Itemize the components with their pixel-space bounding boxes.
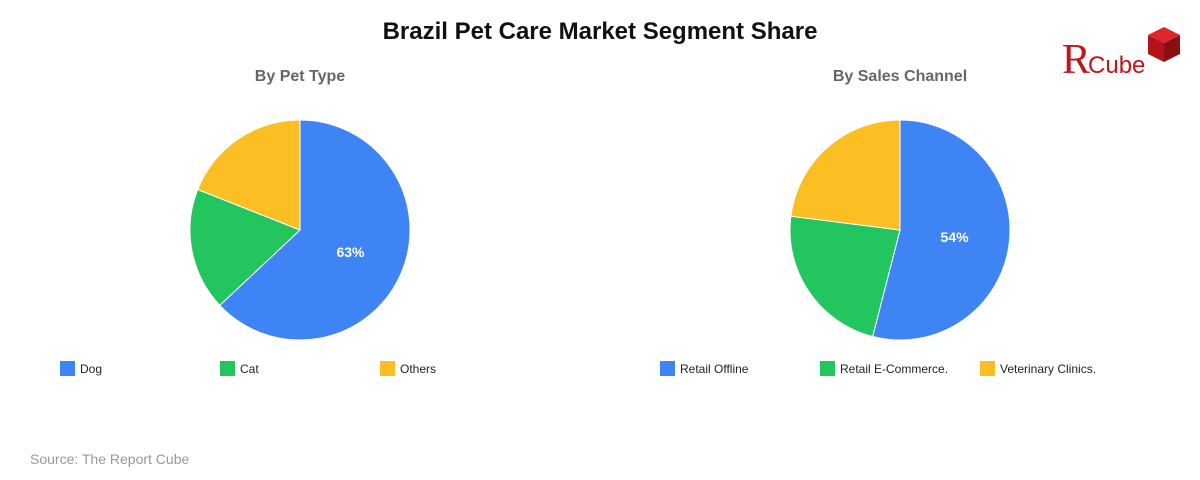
legend-swatch xyxy=(380,361,395,376)
legend-item-retail-offline: Retail Offline xyxy=(660,361,748,376)
pie-slice-retail-e-commerce xyxy=(789,215,901,338)
logo-word: Cube xyxy=(1088,52,1146,79)
sales-channel-chart-title: By Sales Channel xyxy=(832,68,968,85)
legend-swatch xyxy=(220,361,235,376)
pie-slice-veterinary-clinics xyxy=(790,119,901,231)
source-note: Source: The Report Cube xyxy=(30,451,190,467)
legend-swatch xyxy=(660,361,675,376)
legend-label: Others xyxy=(400,361,437,376)
legend-swatch xyxy=(820,361,835,376)
logo-letter: Я xyxy=(1062,37,1091,83)
pie-slice-dog xyxy=(219,119,411,341)
legend-item-cat: Cat xyxy=(220,361,259,376)
data-label-dog: 63% xyxy=(336,244,365,260)
pet-type-pie-chart: 63% xyxy=(189,119,411,341)
legend-label: Dog xyxy=(80,361,103,376)
legend-label: Veterinary Clinics. xyxy=(1000,361,1097,376)
pie-slice-retail-offline xyxy=(872,119,1011,341)
pet-type-chart-title: By Pet Type xyxy=(254,68,346,85)
legend-swatch xyxy=(980,361,995,376)
sales-channel-chart-panel: By Sales Channel 54% Retail Offline Retai… xyxy=(600,0,1200,420)
data-label-retail-offline: 54% xyxy=(941,229,970,245)
legend-label: Retail Offline xyxy=(680,361,749,376)
legend-item-veterinary-clinics: Veterinary Clinics. xyxy=(980,361,1096,376)
pie-slice-cat xyxy=(189,188,301,307)
pie-slice-others xyxy=(197,119,301,231)
legend-label: Retail E-Commerce. xyxy=(840,361,949,376)
sales-channel-pie-chart: 54% xyxy=(789,119,1011,341)
legend-label: Cat xyxy=(240,361,259,376)
cube-icon xyxy=(1148,27,1180,62)
chart-main-title: Brazil Pet Care Market Segment Share xyxy=(382,18,818,45)
legend-item-others: Others xyxy=(380,361,436,376)
legend-item-dog: Dog xyxy=(60,361,102,376)
legend-item-retail-e-commerce: Retail E-Commerce. xyxy=(820,361,948,376)
legend-swatch xyxy=(60,361,75,376)
report-cube-logo: ЯCube xyxy=(1060,26,1185,83)
pet-type-chart-panel: By Pet Type 63% Dog Cat Others xyxy=(0,0,600,420)
